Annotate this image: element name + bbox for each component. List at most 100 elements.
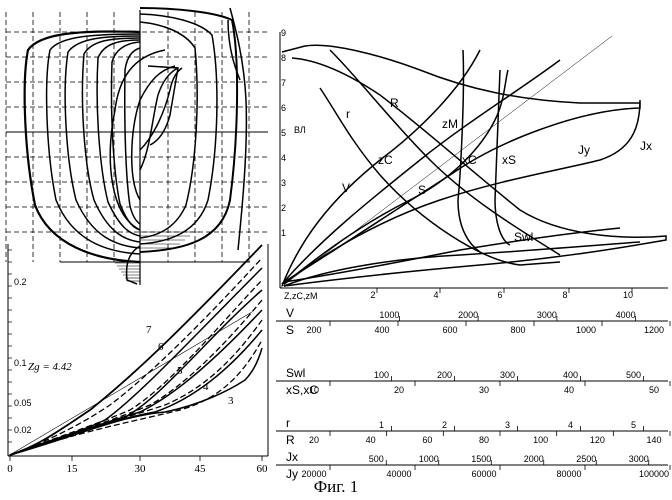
scale-bottom-tick: 80 xyxy=(479,435,489,445)
curve-label-xC: xC xyxy=(462,153,477,167)
curve-label-R: R xyxy=(390,96,399,110)
curve-label-7: 7 xyxy=(146,324,152,336)
waterline-mark: 4 xyxy=(281,153,286,163)
scale-bottom-tick: 50 xyxy=(649,385,659,395)
curve-label-S: S xyxy=(418,183,426,197)
scale-row: rR 1 2 3 4 5 20 40 60 80 100 120 140 xyxy=(276,416,670,447)
scale-bottom-tick: 1200 xyxy=(644,325,664,335)
scale-top-tick: 3000 xyxy=(629,454,649,464)
y-tick-label: 0.02 xyxy=(14,425,32,435)
scale-top-tick: 300 xyxy=(500,370,515,380)
scale-bottom-label: Jy xyxy=(286,467,298,481)
scale-bottom-tick: 400 xyxy=(374,325,389,335)
scale-bottom-tick: 10 xyxy=(309,385,319,395)
y-tick-label: 0.05 xyxy=(14,398,32,408)
scale-top-tick: 2500 xyxy=(576,454,596,464)
waterline-mark: 2 xyxy=(281,203,286,213)
y-tick-label: 0.2 xyxy=(14,277,27,287)
waterline-mark: 6 xyxy=(281,103,286,113)
z-tick-label: 8 xyxy=(562,290,567,300)
x-tick-label: 45 xyxy=(195,463,207,475)
scale-top-tick: 1000 xyxy=(419,454,439,464)
scale-top-tick: 2000 xyxy=(524,454,544,464)
scale-bottom-label: R xyxy=(286,433,295,447)
waterline-mark: 5 xyxy=(281,128,286,138)
scale-row: VS 1000 2000 3000 4000 200 400 600 800 1000 1200 xyxy=(276,306,670,337)
scale-top-tick: 1 xyxy=(379,420,384,430)
scale-bars: VS100020003000400020040060080010001200Sw… xyxy=(276,306,670,481)
scale-top-label: V xyxy=(286,306,294,320)
scale-top-tick: 400 xyxy=(563,370,578,380)
curve-label-xS: xS xyxy=(502,153,516,167)
scale-bottom-tick: 600 xyxy=(442,325,457,335)
hydrostatic-chart: r R zM zC xC xS V S Jy Jx Swl Z,zC,zM 2 4… xyxy=(280,32,668,301)
waterline-label: ВЛ xyxy=(294,125,306,135)
scale-bottom-tick: 20 xyxy=(309,435,319,445)
z-tick-label: 6 xyxy=(497,290,502,300)
curve-label-6: 6 xyxy=(158,341,164,353)
body-plan: 9 8 7 6 5 4 3 2 1 ВЛ xyxy=(6,8,306,285)
waterline-mark: 8 xyxy=(281,53,286,63)
curve-label-V: V xyxy=(342,181,350,195)
scale-top-tick: 1000 xyxy=(379,310,399,320)
curve-label-3: 3 xyxy=(228,395,234,407)
curve-label-Jx: Jx xyxy=(640,139,652,153)
curve-label-zC: zC xyxy=(378,153,393,167)
scale-bottom-tick: 40000 xyxy=(386,469,411,479)
x-tick-label: 30 xyxy=(135,463,147,475)
scale-top-tick: 2000 xyxy=(458,310,478,320)
scale-bottom-tick: 100 xyxy=(533,435,548,445)
waterline-mark: 1 xyxy=(281,228,286,238)
scale-top-tick: 4000 xyxy=(616,310,636,320)
scale-top-label: Jx xyxy=(286,450,298,464)
scale-bottom-tick: 120 xyxy=(590,435,605,445)
scale-top-tick: 4 xyxy=(568,420,573,430)
scale-bottom-tick: 60000 xyxy=(471,469,496,479)
z-scale-label: Z,zC,zM xyxy=(284,291,318,301)
x-tick-label: 60 xyxy=(257,463,269,475)
curve-label-5: 5 xyxy=(177,365,183,377)
scale-bottom-tick: 60 xyxy=(422,435,432,445)
scale-top-label: r xyxy=(286,416,290,430)
scale-top-tick: 500 xyxy=(626,370,641,380)
scale-top-label: Swl xyxy=(286,366,305,380)
scale-top-tick: 200 xyxy=(437,370,452,380)
figure-caption: Фиг. 1 xyxy=(314,477,359,496)
scale-bottom-label: S xyxy=(286,323,294,337)
scale-top-tick: 3000 xyxy=(537,310,557,320)
scale-bottom-tick: 800 xyxy=(510,325,525,335)
y-tick-label: 0.1 xyxy=(14,358,27,368)
z-tick-label: 10 xyxy=(623,290,633,300)
scale-top-tick: 1500 xyxy=(471,454,491,464)
scale-bottom-tick: 40 xyxy=(564,385,574,395)
scale-bottom-tick: 80000 xyxy=(556,469,581,479)
scale-top-tick: 3 xyxy=(505,420,510,430)
z-tick-label: 2 xyxy=(370,290,375,300)
waterline-mark: 9 xyxy=(281,28,286,38)
scale-bottom-tick: 140 xyxy=(646,435,661,445)
zg-label: Zg = 4.42 xyxy=(28,361,72,373)
curve-label-zM: zM xyxy=(442,117,458,131)
waterline-mark: 7 xyxy=(281,78,286,88)
scale-top-tick: 500 xyxy=(369,454,384,464)
curve-label-4: 4 xyxy=(203,381,209,393)
stability-chart: 0.2 0.1 0.05 0.02 0 15 30 45 60 Zg = 4.42 7 6 5… xyxy=(7,244,268,475)
scale-bottom-tick: 200 xyxy=(306,325,321,335)
curve-label-r: r xyxy=(346,107,350,121)
scale-bottom-tick: 100000 xyxy=(639,469,669,479)
curve-label-Jy: Jy xyxy=(578,143,590,157)
scale-top-tick: 2 xyxy=(442,420,447,430)
z-tick-label: 4 xyxy=(433,290,438,300)
scale-bottom-tick: 1000 xyxy=(576,325,596,335)
scale-row: SwlxS,xC1002003004005001020304050 xyxy=(276,366,670,397)
waterline-mark: 3 xyxy=(281,178,286,188)
x-tick-label: 15 xyxy=(67,463,79,475)
scale-bottom-tick: 20 xyxy=(394,385,404,395)
scale-bottom-tick: 40 xyxy=(366,435,376,445)
curve-label-Swl: Swl xyxy=(514,230,533,244)
x-tick-label: 0 xyxy=(7,463,13,475)
scale-bottom-tick: 30 xyxy=(479,385,489,395)
scale-top-tick: 100 xyxy=(374,370,389,380)
scale-top-tick: 5 xyxy=(631,420,636,430)
